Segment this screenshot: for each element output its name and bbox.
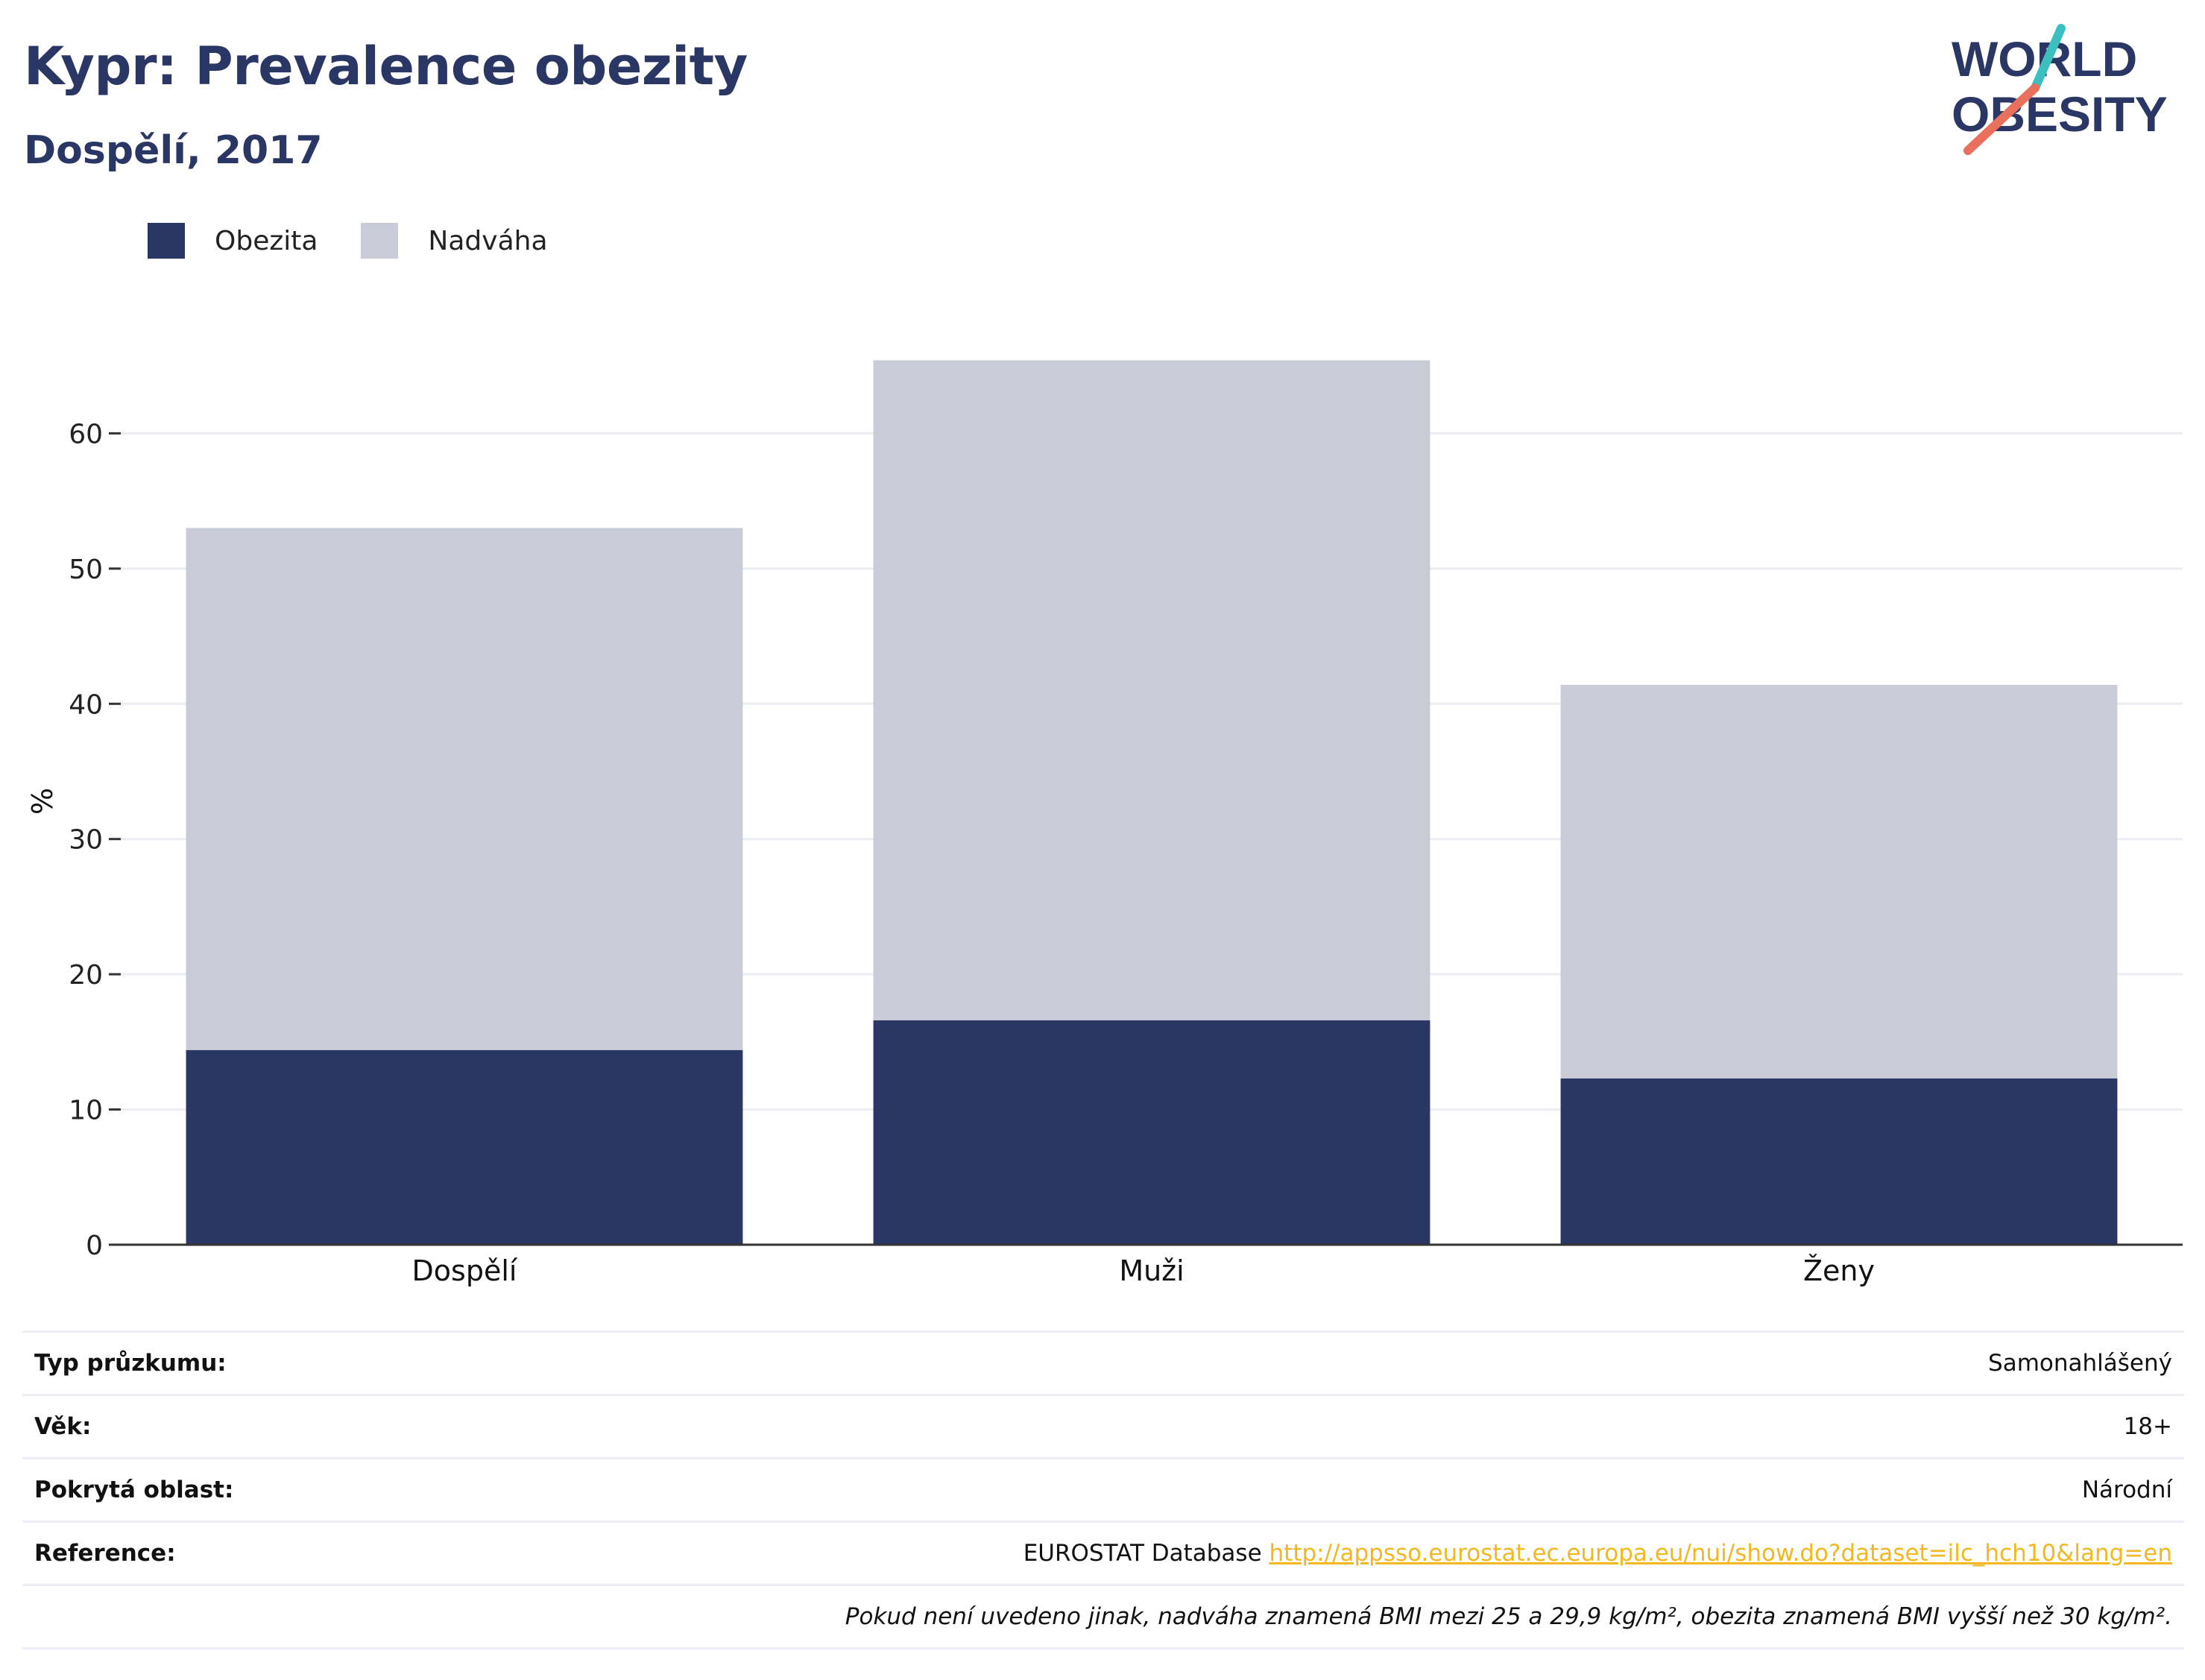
y-tick-label: 50 xyxy=(69,555,103,585)
legend-item-nadvaha[interactable]: Nadváha xyxy=(361,223,548,259)
x-tick-label: Muži xyxy=(1119,1254,1184,1287)
info-key: Věk: xyxy=(22,1394,419,1459)
info-key: Reference: xyxy=(22,1520,419,1585)
bar-nadváha xyxy=(1560,684,2118,1079)
bar-nadváha xyxy=(186,528,743,1050)
legend-item-obezita[interactable]: Obezita xyxy=(148,223,318,259)
info-value: Samonahlášený xyxy=(419,1330,2184,1395)
y-tick-label: 20 xyxy=(69,960,103,991)
y-tick-label: 30 xyxy=(69,825,103,856)
info-value: EUROSTAT Database http://appsso.eurostat… xyxy=(419,1520,2184,1585)
y-tick-label: 10 xyxy=(69,1096,103,1126)
chart-title: Kypr: Prevalence obezity xyxy=(24,36,748,97)
info-table: Typ průzkumu: Samonahlášený Věk: 18+ Pok… xyxy=(22,1330,2184,1649)
legend-label-nadvaha: Nadváha xyxy=(428,225,548,256)
info-value: Národní xyxy=(419,1457,2184,1522)
y-axis-label: % xyxy=(26,788,59,815)
legend-label-obezita: Obezita xyxy=(215,225,318,256)
bar-obezita xyxy=(186,1049,743,1245)
x-tick-label: Ženy xyxy=(1803,1254,1875,1287)
bar-obezita xyxy=(1560,1078,2118,1245)
world-obesity-logo: WORLD OBESITY xyxy=(1952,24,2168,155)
bar-nadváha xyxy=(873,360,1430,1020)
chart-legend: Obezita Nadváha xyxy=(148,221,591,261)
info-row-note: Pokud není uvedeno jinak, nadváha znamen… xyxy=(22,1584,2184,1649)
y-tick-label: 60 xyxy=(69,419,103,449)
info-row-survey-type: Typ průzkumu: Samonahlášený xyxy=(22,1330,2184,1395)
y-tick-label: 0 xyxy=(86,1231,103,1261)
info-row-coverage: Pokrytá oblast: Národní xyxy=(22,1457,2184,1522)
logo-slash-bottom xyxy=(1963,83,2040,155)
chart-subtitle: Dospělí, 2017 xyxy=(24,128,323,173)
bar-obezita xyxy=(873,1020,1430,1245)
info-key: Typ průzkumu: xyxy=(22,1330,419,1395)
bar-chart: 0 10 20 30 40 50 60% Dospělí Muži Ženy xyxy=(26,360,2183,1287)
legend-swatch-nadvaha xyxy=(361,223,399,259)
legend-swatch-obezita xyxy=(148,223,185,259)
x-tick-label: Dospělí xyxy=(412,1254,518,1287)
bmi-note: Pokud není uvedeno jinak, nadváha znamen… xyxy=(22,1584,2184,1649)
info-row-reference: Reference: EUROSTAT Database http://apps… xyxy=(22,1520,2184,1585)
info-row-age: Věk: 18+ xyxy=(22,1394,2184,1459)
reference-link[interactable]: http://appsso.eurostat.ec.europa.eu/nui/… xyxy=(1269,1540,2172,1567)
info-key: Pokrytá oblast: xyxy=(22,1457,419,1522)
y-tick-label: 40 xyxy=(69,689,103,720)
logo-slash-top xyxy=(2031,24,2066,92)
info-value: 18+ xyxy=(419,1394,2184,1459)
reference-source: EUROSTAT Database xyxy=(1023,1540,1262,1567)
